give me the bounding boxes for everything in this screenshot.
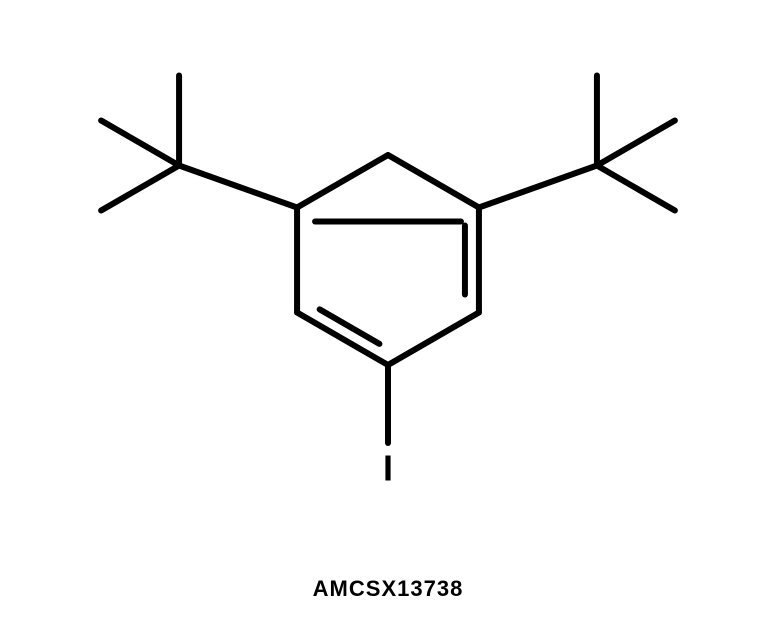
compound-id-text: AMCSX13738 [313, 576, 464, 601]
molecule-diagram: I [0, 0, 776, 630]
svg-text:I: I [383, 448, 393, 489]
figure-container: I AMCSX13738 [0, 0, 776, 630]
compound-id-caption: AMCSX13738 [0, 576, 776, 602]
